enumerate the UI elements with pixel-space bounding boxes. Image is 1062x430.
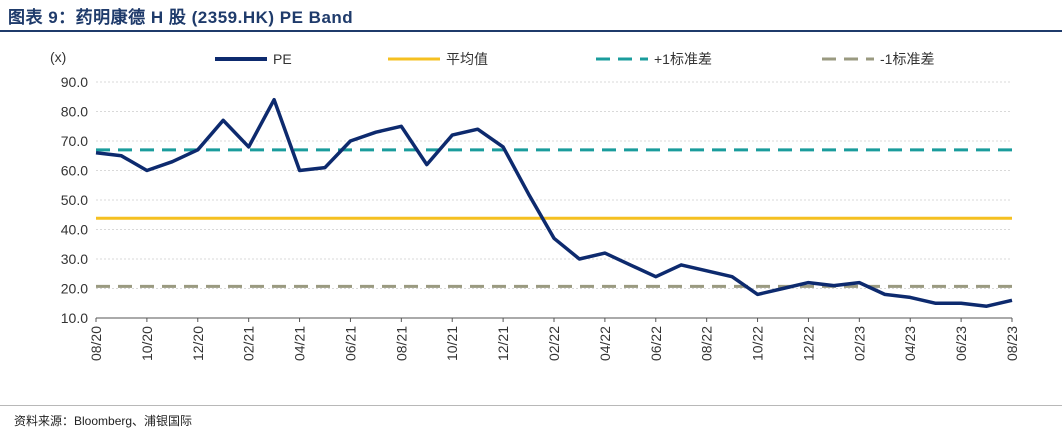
x-tick-label: 02/21 [241,326,257,361]
x-tick-label: 08/21 [393,326,409,361]
source-note: 资料来源：Bloomberg、浦银国际 [14,414,193,428]
y-tick-label: 30.0 [61,251,88,267]
x-tick-label: 02/22 [546,326,562,361]
y-tick-label: 20.0 [61,281,88,297]
y-tick-label: 10.0 [61,310,88,326]
pe-band-chart: 10.0 20.0 30.0 40.0 50.0 60.0 70.0 80.0 90.0 08/2… [50,49,1020,361]
legend-label: 平均值 [446,51,488,67]
pe-line [95,97,1013,308]
x-tick-label: 12/22 [800,326,816,361]
footer-divider [0,405,1062,406]
y-tick-label: 40.0 [61,222,88,238]
x-tick-label: 08/23 [1004,326,1020,361]
y-tick-label: 80.0 [61,104,88,120]
x-tick-label: 04/23 [902,326,918,361]
x-tick-label: 08/22 [699,326,715,361]
axes: 10.0 20.0 30.0 40.0 50.0 60.0 70.0 80.0 90.0 08/2… [61,74,1020,361]
x-tick-label: 04/21 [292,326,308,361]
x-tick-label: 02/23 [851,326,867,361]
legend-label: +1标准差 [654,51,712,67]
y-tick-label: 60.0 [61,163,88,179]
legend: PE 平均值 +1标准差 -1标准差 [215,51,934,67]
x-tick-label: 12/20 [190,326,206,361]
y-tick-label: 90.0 [61,74,88,90]
x-tick-label: 04/22 [597,326,613,361]
x-tick-label: 12/21 [495,326,511,361]
legend-label: -1标准差 [880,51,934,67]
title-bar: 图表 9：药明康德 H 股 (2359.HK) PE Band [0,0,1062,32]
y-tick-label: 70.0 [61,133,88,149]
x-tick-label: 10/22 [750,326,766,361]
x-tick-label: 10/20 [139,326,155,361]
grid-lines [96,81,1012,289]
pe-series [95,97,1013,308]
x-tick-label: 06/23 [953,326,969,361]
x-tick-label: 10/21 [444,326,460,361]
x-tick-label: 06/21 [342,326,358,361]
band-lines [96,148,1012,288]
y-tick-label: 50.0 [61,192,88,208]
y-axis-label: (x) [50,49,66,65]
legend-label: PE [273,51,292,67]
figure-title: 图表 9：药明康德 H 股 (2359.HK) PE Band [8,8,354,27]
x-tick-label: 08/20 [88,326,104,361]
x-tick-label: 06/22 [648,326,664,361]
